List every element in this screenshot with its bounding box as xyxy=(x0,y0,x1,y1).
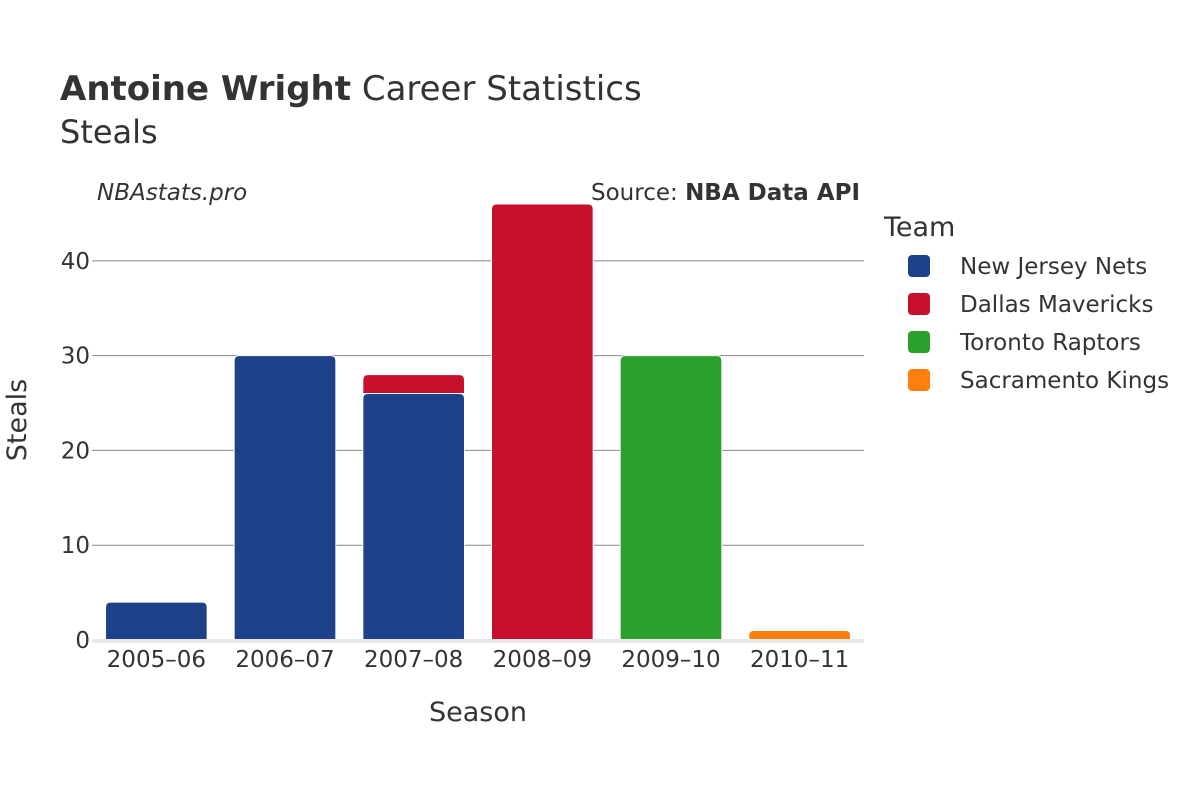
legend: New Jersey Nets Dallas Mavericks Toronto R… xyxy=(908,254,1169,394)
legend-label[interactable]: Toronto Raptors xyxy=(959,330,1141,356)
x-tick-label: 2009–10 xyxy=(621,647,720,673)
bar-segment[interactable] xyxy=(491,203,594,641)
source-prefix: Source: xyxy=(591,180,685,206)
x-tick-label: 2010–11 xyxy=(750,647,849,673)
y-axis-title: Steals xyxy=(2,379,33,461)
x-tick-label: 2005–06 xyxy=(107,647,206,673)
legend-label[interactable]: Dallas Mavericks xyxy=(960,292,1153,318)
bar-segment[interactable] xyxy=(233,355,337,641)
x-tick-label: 2007–08 xyxy=(364,647,463,673)
legend-swatch[interactable] xyxy=(908,293,930,315)
bars xyxy=(105,203,851,641)
gridlines xyxy=(92,260,864,546)
legend-label[interactable]: Sacramento Kings xyxy=(960,368,1169,394)
source-text: Source: NBA Data API xyxy=(591,180,860,206)
chart-title: Antoine Wright Career Statistics xyxy=(60,69,642,109)
bar-segment[interactable] xyxy=(362,374,465,395)
legend-swatch[interactable] xyxy=(908,369,930,391)
bar-segment[interactable] xyxy=(105,601,208,641)
y-tick-label: 40 xyxy=(61,249,90,275)
bar-segment[interactable] xyxy=(362,393,465,641)
x-tick-label: 2006–07 xyxy=(235,647,334,673)
y-tick-label: 0 xyxy=(75,628,90,654)
source-name: NBA Data API xyxy=(685,180,860,206)
chart-title-rest: Career Statistics xyxy=(351,69,642,109)
bar-segment[interactable] xyxy=(619,355,723,641)
legend-swatch[interactable] xyxy=(908,255,930,277)
y-tick-label: 30 xyxy=(61,344,90,370)
axes: 0 10 20 30 40 2005–06 2006–07 2007–08 2008–09 200… xyxy=(61,249,864,673)
x-axis-title: Season xyxy=(429,697,527,728)
y-tick-label: 10 xyxy=(61,533,90,559)
chart-subtitle: Steals xyxy=(60,113,158,151)
x-tick-label: 2008–09 xyxy=(493,647,592,673)
legend-label[interactable]: New Jersey Nets xyxy=(960,254,1147,280)
y-tick-label: 20 xyxy=(61,438,90,464)
chart-title-player: Antoine Wright xyxy=(60,69,351,109)
legend-title: Team xyxy=(883,212,955,243)
bar-segment[interactable] xyxy=(748,630,851,641)
credit-text: NBAstats.pro xyxy=(97,180,247,206)
legend-swatch[interactable] xyxy=(908,331,930,353)
